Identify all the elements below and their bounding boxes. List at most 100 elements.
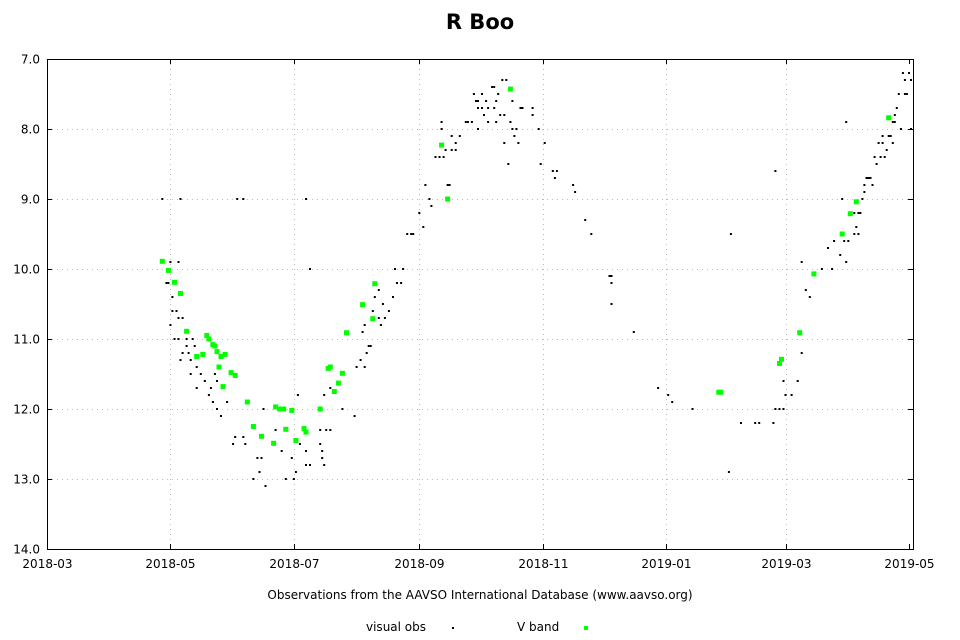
visual-obs-point bbox=[454, 149, 457, 151]
visual-obs-point bbox=[875, 163, 878, 165]
visual-obs-point bbox=[881, 135, 884, 137]
visual-obs-point bbox=[477, 128, 479, 130]
visual-obs-point bbox=[428, 198, 431, 200]
visual-obs-point bbox=[179, 359, 182, 361]
visual-obs-point bbox=[292, 478, 295, 480]
visual-obs-point bbox=[262, 408, 265, 410]
visual-obs-point bbox=[796, 380, 799, 382]
visual-obs-point bbox=[165, 282, 168, 284]
visual-obs-point bbox=[290, 457, 293, 459]
visual-obs-point bbox=[185, 345, 188, 347]
visual-obs-point bbox=[519, 107, 522, 109]
visual-obs-point bbox=[551, 170, 554, 172]
visual-obs-point bbox=[827, 247, 829, 249]
vband-point bbox=[216, 364, 222, 370]
visual-obs-point bbox=[513, 135, 516, 137]
visual-obs-point bbox=[511, 128, 514, 130]
x-axis-label: Observations from the AAVSO Internationa… bbox=[267, 588, 693, 602]
vband-point bbox=[327, 364, 333, 370]
vband-point bbox=[172, 279, 177, 285]
visual-obs-point bbox=[608, 275, 611, 277]
vband-point bbox=[244, 399, 250, 405]
vband-point bbox=[847, 211, 853, 217]
visual-obs-point bbox=[220, 415, 222, 417]
visual-obs-point bbox=[355, 366, 358, 368]
visual-obs-point bbox=[177, 317, 180, 319]
visual-obs-point bbox=[485, 100, 488, 102]
visual-obs-point bbox=[800, 261, 803, 263]
visual-obs-point bbox=[367, 345, 370, 347]
visual-obs-point bbox=[511, 100, 514, 102]
vband-point bbox=[339, 370, 345, 376]
visual-obs-point bbox=[491, 86, 494, 88]
visual-obs-point bbox=[284, 478, 287, 480]
visual-obs-point bbox=[845, 261, 848, 263]
visual-obs-point bbox=[543, 142, 546, 144]
visual-obs-point bbox=[778, 408, 781, 410]
vband-point bbox=[445, 196, 451, 202]
visual-obs-point bbox=[517, 142, 520, 144]
visual-obs-point bbox=[264, 485, 267, 487]
visual-obs-point bbox=[387, 310, 390, 312]
visual-obs-point bbox=[226, 401, 229, 403]
visual-obs-point bbox=[910, 128, 912, 130]
visual-obs-point bbox=[323, 464, 326, 466]
vband-point bbox=[301, 426, 307, 432]
visual-obs-point bbox=[236, 198, 239, 200]
visual-obs-point bbox=[893, 121, 896, 123]
visual-obs-point bbox=[908, 72, 910, 74]
vband-point bbox=[212, 343, 218, 349]
visual-obs-point bbox=[256, 457, 259, 459]
visual-obs-point bbox=[740, 422, 742, 424]
visual-obs-point bbox=[319, 443, 322, 445]
visual-obs-point bbox=[369, 345, 372, 347]
visual-obs-point bbox=[309, 464, 311, 466]
visual-obs-point bbox=[901, 72, 904, 74]
visual-obs-point bbox=[632, 331, 635, 333]
visual-obs-point bbox=[887, 135, 890, 137]
vband-point bbox=[853, 199, 859, 205]
visual-obs-point bbox=[879, 156, 882, 158]
vband-point bbox=[344, 330, 349, 336]
vband-point bbox=[439, 142, 445, 148]
visual-obs-point bbox=[381, 303, 384, 305]
visual-obs-point bbox=[161, 198, 164, 200]
y-tick-label: 14.0 bbox=[13, 543, 40, 557]
vband-point bbox=[220, 384, 226, 390]
visual-obs-point bbox=[497, 93, 500, 95]
x-tick-label: 2018-05 bbox=[145, 557, 195, 571]
visual-obs-point bbox=[800, 352, 803, 354]
visual-obs-point bbox=[521, 107, 524, 109]
visual-obs-point bbox=[727, 471, 730, 473]
visual-obs-point bbox=[464, 121, 467, 123]
visual-obs-point bbox=[309, 268, 311, 270]
visual-obs-point bbox=[881, 142, 884, 144]
visual-obs-point bbox=[195, 366, 198, 368]
visual-obs-point bbox=[691, 408, 694, 410]
visual-obs-point bbox=[883, 156, 886, 158]
visual-obs-point bbox=[889, 135, 892, 137]
visual-obs-point bbox=[260, 457, 263, 459]
visual-obs-point bbox=[448, 184, 451, 186]
visual-obs-point bbox=[377, 289, 380, 291]
visual-obs-point bbox=[487, 121, 490, 123]
visual-obs-point bbox=[171, 310, 174, 312]
grid-lines bbox=[47, 59, 913, 549]
visual-obs-point bbox=[296, 394, 299, 396]
visual-obs-point bbox=[173, 338, 176, 340]
visual-obs-point bbox=[910, 79, 912, 81]
visual-obs-point bbox=[481, 93, 483, 95]
visual-obs-point bbox=[509, 121, 512, 123]
visual-obs-point bbox=[185, 338, 188, 340]
vband-point bbox=[165, 267, 171, 273]
visual-obs-point bbox=[458, 135, 461, 137]
visual-obs-point bbox=[216, 380, 218, 382]
visual-obs-point bbox=[774, 170, 777, 172]
visual-obs-point bbox=[406, 233, 409, 235]
visual-obs-point bbox=[444, 149, 447, 151]
visual-obs-point bbox=[363, 366, 366, 368]
visual-obs-point bbox=[903, 79, 906, 81]
visual-obs-point bbox=[373, 296, 376, 298]
vband-point bbox=[214, 349, 220, 355]
